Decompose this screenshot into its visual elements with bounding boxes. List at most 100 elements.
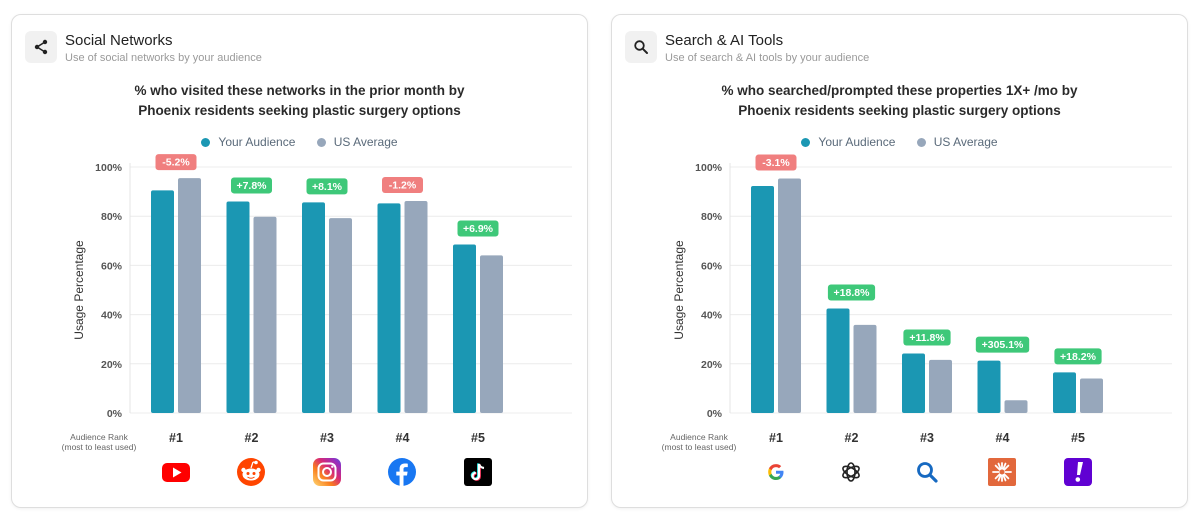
legend-swatch xyxy=(801,138,811,147)
difference-badge-label: +18.8% xyxy=(834,287,871,299)
difference-badge xyxy=(382,176,423,193)
difference-badge-label: +18.2% xyxy=(1060,351,1097,363)
legend-swatch xyxy=(916,138,926,147)
legend-swatch xyxy=(316,138,326,147)
difference-badge-label: -5.2% xyxy=(162,157,190,169)
difference-badge xyxy=(827,284,876,301)
bar-your-audience xyxy=(302,202,325,413)
difference-badge xyxy=(755,154,797,171)
reddit-icon xyxy=(237,458,265,486)
legend-label: US Average xyxy=(333,135,398,149)
legend-item-us-average[interactable]: US Average xyxy=(916,135,998,149)
bar-chart: 0% 20% 40% 60% 80% 100% Usage Percentage -3.1% #… xyxy=(672,154,1172,445)
rank-label: #3 xyxy=(920,431,934,445)
google-icon xyxy=(768,464,784,480)
difference-badge xyxy=(457,220,499,237)
y-tick-label: 100% xyxy=(695,162,723,174)
bar-us-average xyxy=(253,216,277,413)
search-icon[interactable] xyxy=(625,31,657,63)
bar-us-average xyxy=(853,324,877,413)
card-subtitle: Use of search & AI tools by your audienc… xyxy=(665,52,870,64)
legend-label: US Average xyxy=(933,135,998,149)
y-tick-label: 60% xyxy=(101,260,123,272)
chart-title-line-1: % who visited these networks in the prio… xyxy=(134,83,465,98)
y-tick-label: 80% xyxy=(101,211,123,223)
legend-item-us-average[interactable]: US Average xyxy=(316,135,398,149)
y-tick-label: 20% xyxy=(101,359,123,371)
tiktok-icon xyxy=(464,458,492,486)
bar-your-audience xyxy=(1053,372,1076,413)
card-title: Social Networks xyxy=(65,32,173,49)
youtube-icon xyxy=(162,463,190,482)
difference-badge-label: +8.1% xyxy=(312,181,343,193)
yahoo-icon xyxy=(1064,458,1092,486)
y-tick-label: 0% xyxy=(707,408,723,420)
chart-title-line-1: % who searched/prompted these properties… xyxy=(721,83,1078,98)
bar-your-audience xyxy=(226,201,250,413)
rank-label: #2 xyxy=(245,431,259,445)
bar-us-average xyxy=(329,218,352,413)
bar-your-audience xyxy=(151,190,174,413)
difference-badge-label: -3.1% xyxy=(762,157,790,169)
bing-search-icon xyxy=(917,462,938,483)
difference-badge xyxy=(155,154,197,171)
difference-badge xyxy=(1054,348,1102,365)
bar-your-audience xyxy=(826,308,850,413)
bar-us-average xyxy=(1080,378,1103,413)
y-tick-label: 0% xyxy=(107,408,123,420)
bar-us-average xyxy=(404,200,428,413)
y-tick-label: 80% xyxy=(701,211,723,223)
rank-label: #5 xyxy=(1071,431,1085,445)
bar-us-average xyxy=(178,178,201,413)
bar-us-average xyxy=(480,255,503,413)
rank-caption-line-2: (most to least used) xyxy=(661,442,737,452)
card-subtitle: Use of social networks by your audience xyxy=(65,52,262,64)
y-tick-label: 20% xyxy=(701,359,723,371)
bar-your-audience xyxy=(453,244,476,413)
legend-item-your-audience[interactable]: Your Audience xyxy=(801,135,895,149)
difference-badge xyxy=(231,177,272,194)
audience-rank-caption: Audience Rank (most to least used) xyxy=(639,432,759,452)
rank-label: #3 xyxy=(320,431,334,445)
rank-label: #5 xyxy=(471,431,485,445)
social-networks-card: Social Networks Use of social networks b… xyxy=(11,14,588,508)
bar-your-audience xyxy=(902,353,925,413)
bar-us-average xyxy=(1004,400,1028,413)
chart-title: % who searched/prompted these properties… xyxy=(612,81,1187,121)
difference-badge xyxy=(903,329,951,346)
difference-badge-label: +11.8% xyxy=(909,332,945,344)
rank-label: #1 xyxy=(169,431,183,445)
rank-label: #1 xyxy=(769,431,783,445)
bar-your-audience xyxy=(377,203,401,413)
card-title: Search & AI Tools xyxy=(665,32,784,49)
legend-label: Your Audience xyxy=(218,135,296,149)
legend-item-your-audience[interactable]: Your Audience xyxy=(201,135,295,149)
search-ai-tools-card: Search & AI Tools Use of search & AI too… xyxy=(611,14,1188,508)
y-tick-label: 100% xyxy=(95,162,123,174)
claude-icon xyxy=(988,458,1016,486)
bar-us-average xyxy=(929,359,952,413)
bar-your-audience xyxy=(751,185,774,413)
y-axis-label: Usage Percentage xyxy=(672,240,686,340)
bar-your-audience xyxy=(977,360,1001,413)
difference-badge xyxy=(306,178,348,195)
chart-title-line-2: Phoenix residents seeking plastic surger… xyxy=(138,103,461,118)
legend-swatch xyxy=(201,138,211,147)
bar-us-average xyxy=(778,178,801,413)
chatgpt-icon xyxy=(842,462,860,482)
bar-chart: 0% 20% 40% 60% 80% 100% Usage Percentage -5.2% #… xyxy=(72,154,572,445)
rank-caption-line-1: Audience Rank xyxy=(70,432,128,442)
difference-badge-label: +7.8% xyxy=(236,180,267,192)
instagram-icon xyxy=(313,458,341,486)
chart-title: % who visited these networks in the prio… xyxy=(12,81,587,121)
legend-label: Your Audience xyxy=(818,135,896,149)
chart-legend: Your Audience US Average xyxy=(12,135,587,149)
share-icon[interactable] xyxy=(25,31,57,63)
rank-label: #4 xyxy=(396,431,410,445)
y-tick-label: 40% xyxy=(101,310,123,322)
y-tick-label: 60% xyxy=(701,260,723,272)
audience-rank-caption: Audience Rank (most to least used) xyxy=(39,432,159,452)
difference-badge-label: +6.9% xyxy=(463,223,494,235)
facebook-icon xyxy=(388,458,416,486)
chart-title-line-2: Phoenix residents seeking plastic surger… xyxy=(738,103,1061,118)
